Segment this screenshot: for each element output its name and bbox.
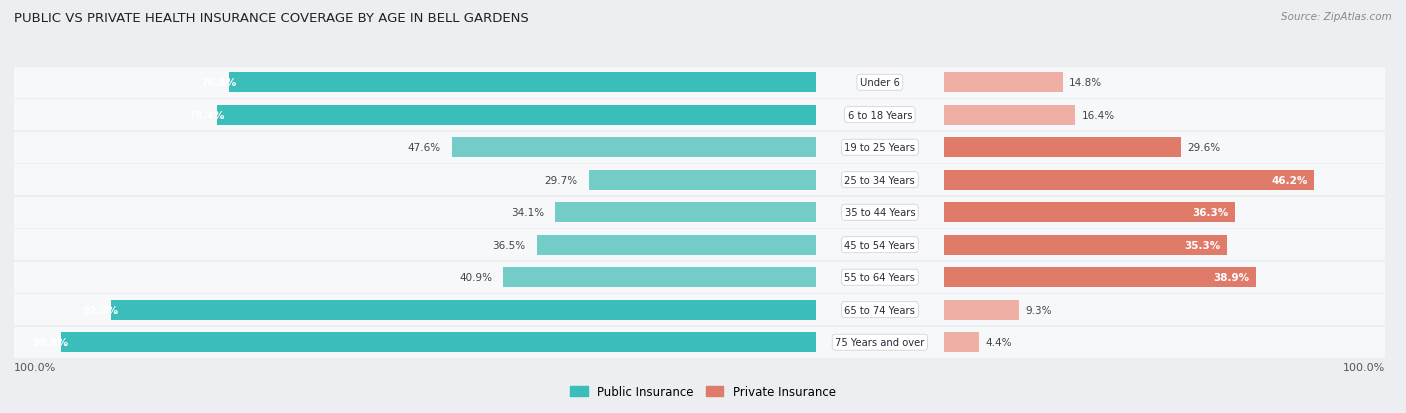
Text: Under 6: Under 6 [860, 78, 900, 88]
FancyBboxPatch shape [815, 197, 943, 228]
Text: 4.4%: 4.4% [986, 337, 1012, 347]
Bar [62, 332, 815, 352]
Bar [943, 138, 1181, 158]
Text: 19 to 25 Years: 19 to 25 Years [845, 143, 915, 153]
FancyBboxPatch shape [815, 262, 943, 293]
Text: 35 to 44 Years: 35 to 44 Years [845, 208, 915, 218]
Text: 65 to 74 Years: 65 to 74 Years [845, 305, 915, 315]
Text: 100.0%: 100.0% [14, 362, 56, 372]
FancyBboxPatch shape [14, 327, 815, 358]
Legend: Public Insurance, Private Insurance: Public Insurance, Private Insurance [565, 381, 841, 403]
Text: 16.4%: 16.4% [1081, 110, 1115, 121]
Bar [503, 268, 815, 287]
Bar [943, 235, 1227, 255]
Text: 55 to 64 Years: 55 to 64 Years [845, 273, 915, 282]
FancyBboxPatch shape [14, 294, 815, 325]
FancyBboxPatch shape [815, 230, 943, 261]
Text: 45 to 54 Years: 45 to 54 Years [845, 240, 915, 250]
FancyBboxPatch shape [815, 100, 943, 131]
Text: 35.3%: 35.3% [1184, 240, 1220, 250]
Text: 36.5%: 36.5% [492, 240, 526, 250]
Text: 78.4%: 78.4% [188, 110, 225, 121]
Text: 92.3%: 92.3% [83, 305, 118, 315]
FancyBboxPatch shape [14, 132, 815, 164]
Text: Source: ZipAtlas.com: Source: ZipAtlas.com [1281, 12, 1392, 22]
Bar [537, 235, 815, 255]
FancyBboxPatch shape [14, 262, 815, 293]
Bar [589, 170, 815, 190]
Text: 25 to 34 Years: 25 to 34 Years [845, 175, 915, 185]
Text: 6 to 18 Years: 6 to 18 Years [848, 110, 912, 121]
Text: 38.9%: 38.9% [1213, 273, 1250, 282]
FancyBboxPatch shape [815, 294, 943, 325]
FancyBboxPatch shape [943, 100, 1385, 131]
Text: 29.7%: 29.7% [544, 175, 578, 185]
Bar [943, 170, 1315, 190]
Text: 47.6%: 47.6% [408, 143, 441, 153]
Text: 98.8%: 98.8% [32, 337, 69, 347]
FancyBboxPatch shape [943, 132, 1385, 164]
FancyBboxPatch shape [14, 165, 815, 196]
FancyBboxPatch shape [815, 327, 943, 358]
FancyBboxPatch shape [943, 294, 1385, 325]
Text: 14.8%: 14.8% [1069, 78, 1102, 88]
FancyBboxPatch shape [943, 67, 1385, 99]
FancyBboxPatch shape [14, 230, 815, 261]
Text: 9.3%: 9.3% [1025, 305, 1052, 315]
Text: PUBLIC VS PRIVATE HEALTH INSURANCE COVERAGE BY AGE IN BELL GARDENS: PUBLIC VS PRIVATE HEALTH INSURANCE COVER… [14, 12, 529, 25]
FancyBboxPatch shape [943, 262, 1385, 293]
Text: 76.8%: 76.8% [201, 78, 238, 88]
FancyBboxPatch shape [815, 132, 943, 164]
Bar [943, 73, 1063, 93]
Text: 46.2%: 46.2% [1271, 175, 1308, 185]
FancyBboxPatch shape [943, 327, 1385, 358]
Bar [943, 332, 979, 352]
Bar [943, 105, 1076, 126]
Text: 100.0%: 100.0% [1343, 362, 1385, 372]
Bar [943, 203, 1234, 223]
Text: 75 Years and over: 75 Years and over [835, 337, 925, 347]
Bar [229, 73, 815, 93]
Bar [217, 105, 815, 126]
Text: 40.9%: 40.9% [458, 273, 492, 282]
FancyBboxPatch shape [14, 67, 815, 99]
Bar [943, 300, 1018, 320]
FancyBboxPatch shape [815, 67, 943, 99]
Text: 29.6%: 29.6% [1188, 143, 1220, 153]
Text: 34.1%: 34.1% [510, 208, 544, 218]
FancyBboxPatch shape [943, 165, 1385, 196]
FancyBboxPatch shape [14, 197, 815, 228]
FancyBboxPatch shape [14, 100, 815, 131]
FancyBboxPatch shape [943, 197, 1385, 228]
FancyBboxPatch shape [943, 230, 1385, 261]
Text: 36.3%: 36.3% [1192, 208, 1229, 218]
FancyBboxPatch shape [815, 165, 943, 196]
Bar [555, 203, 815, 223]
Bar [111, 300, 815, 320]
Bar [453, 138, 815, 158]
Bar [943, 268, 1256, 287]
